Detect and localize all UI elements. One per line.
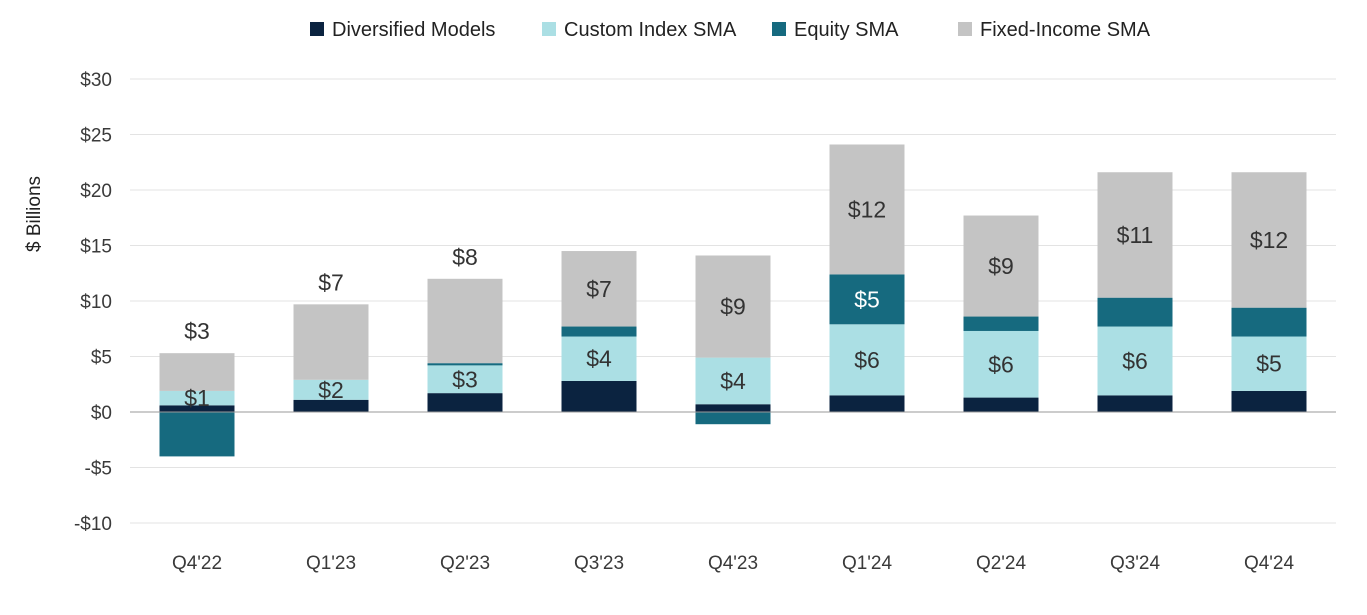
bar-segment <box>293 304 369 380</box>
bar-segment <box>829 144 905 275</box>
bar-segment <box>695 255 771 358</box>
data-label: $9 <box>720 294 746 320</box>
bar-segment <box>963 397 1039 412</box>
bar-segment <box>695 412 771 425</box>
bar-segment <box>695 404 771 412</box>
y-tick-label: -$5 <box>85 459 112 480</box>
y-tick-label: $5 <box>91 348 112 369</box>
legend-swatch <box>542 22 556 36</box>
y-tick-label: -$10 <box>74 514 112 535</box>
bar-segment <box>159 390 235 406</box>
x-tick-label: Q3'23 <box>574 553 624 574</box>
legend-label: Equity SMA <box>794 19 899 41</box>
bar-segment <box>159 353 235 391</box>
bar-segment <box>159 405 235 412</box>
y-tick-label: $25 <box>80 126 112 147</box>
data-label: $4 <box>586 346 612 372</box>
data-label: $9 <box>988 253 1014 279</box>
data-label: $5 <box>1256 351 1282 377</box>
bar-segment <box>1097 172 1173 298</box>
data-label: $7 <box>586 276 612 302</box>
bar-segment <box>695 357 771 405</box>
bar-segment <box>963 316 1039 331</box>
y-axis: -$10 -$5 $0 $5 $10 $15 $20 $25 $30 <box>74 70 112 535</box>
data-label: $1 <box>184 385 210 411</box>
bar-segment <box>159 412 235 457</box>
x-tick-label: Q4'22 <box>172 553 222 574</box>
x-tick-label: Q4'24 <box>1244 553 1295 574</box>
bar-segment <box>293 399 369 412</box>
x-tick-label: Q1'24 <box>842 553 893 574</box>
legend-label: Diversified Models <box>332 19 495 41</box>
bar-segment <box>963 330 1039 398</box>
bar-segment <box>561 380 637 412</box>
data-label: $4 <box>720 368 746 394</box>
legend: Diversified Models Custom Index SMA Equity… <box>310 19 1151 41</box>
x-tick-label: Q2'23 <box>440 553 490 574</box>
bar-segment <box>829 324 905 396</box>
bar-segment <box>829 395 905 412</box>
data-label: $6 <box>1122 348 1148 374</box>
bar-segment <box>829 274 905 325</box>
bar-segment <box>1231 172 1307 308</box>
x-tick-label: Q3'24 <box>1110 553 1161 574</box>
y-tick-label: $20 <box>80 181 112 202</box>
bar-segment <box>427 363 503 366</box>
legend-label: Fixed-Income SMA <box>980 19 1151 41</box>
data-label: $3 <box>452 366 478 392</box>
bar-segment <box>963 215 1039 317</box>
legend-swatch <box>958 22 972 36</box>
bar-segment <box>561 326 637 337</box>
y-axis-title: $ Billions <box>24 176 45 252</box>
bar-segment <box>561 251 637 327</box>
y-tick-label: $10 <box>80 292 112 313</box>
data-label: $2 <box>318 377 344 403</box>
bar-segment <box>561 336 637 381</box>
legend-label: Custom Index SMA <box>564 19 737 41</box>
bar-segment <box>427 393 503 412</box>
x-tick-label: Q1'23 <box>306 553 356 574</box>
legend-swatch <box>310 22 324 36</box>
bar-segment <box>1097 326 1173 396</box>
x-axis: Q4'22 Q1'23 Q2'23 Q3'23 Q4'23 Q1'24 Q2'24 Q3'24… <box>172 553 1295 574</box>
legend-swatch <box>772 22 786 36</box>
bar-segment <box>1231 390 1307 412</box>
data-label: $12 <box>1250 227 1288 253</box>
data-label: $6 <box>854 347 880 373</box>
bar-segment <box>1097 395 1173 412</box>
bar-segment <box>427 365 503 394</box>
data-label: $7 <box>318 269 344 295</box>
data-label: $3 <box>184 318 210 344</box>
data-label: $8 <box>452 244 478 270</box>
data-label: $11 <box>1117 222 1154 248</box>
bar-segment <box>427 278 503 364</box>
data-label: $12 <box>848 196 886 222</box>
y-tick-label: $15 <box>80 237 112 258</box>
bars <box>159 144 1307 457</box>
x-tick-label: Q4'23 <box>708 553 758 574</box>
y-tick-label: $30 <box>80 70 112 91</box>
data-label: $5 <box>854 286 880 312</box>
data-label: $6 <box>988 351 1014 377</box>
x-tick-label: Q2'24 <box>976 553 1027 574</box>
bar-segment <box>1231 336 1307 391</box>
y-tick-label: $0 <box>91 403 112 424</box>
bar-segment <box>1097 297 1173 327</box>
bar-segment <box>293 379 369 400</box>
data-labels: $1 $3 $2 $7 $3 $8 $4 $7 $4 $9 $6 $5 $12 $6 $9 $6 $11 $5 $1… <box>184 196 1288 411</box>
bar-segment <box>1231 307 1307 337</box>
